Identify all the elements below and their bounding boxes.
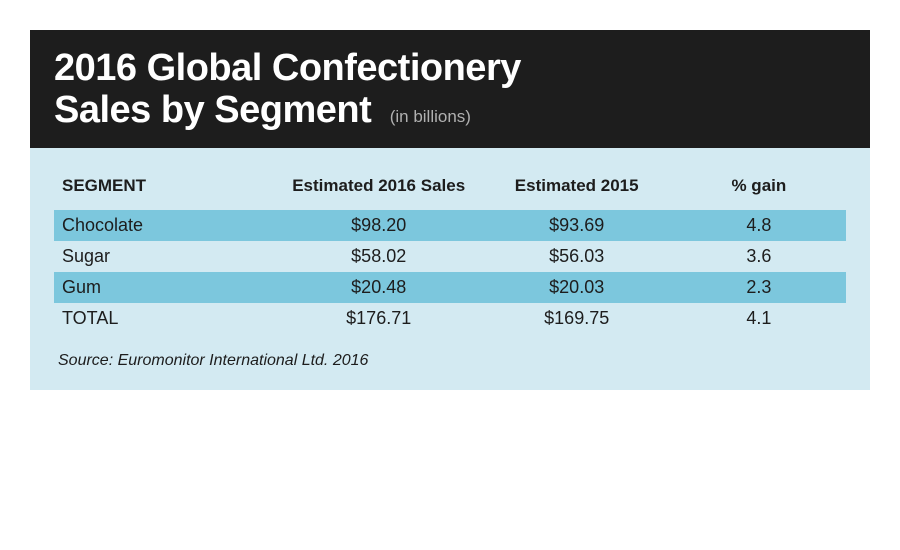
col-header-segment: SEGMENT [54, 170, 276, 210]
table-body: Chocolate $98.20 $93.69 4.8 Sugar $58.02… [54, 210, 846, 334]
col-header-2015: Estimated 2015 [482, 170, 672, 210]
col-header-2016: Estimated 2016 Sales [276, 170, 482, 210]
cell-segment: Gum [54, 272, 276, 303]
cell-gain: 4.1 [672, 303, 846, 334]
table-body-area: SEGMENT Estimated 2016 Sales Estimated 2… [30, 148, 870, 390]
cell-2015: $56.03 [482, 241, 672, 272]
cell-2016: $98.20 [276, 210, 482, 241]
cell-2016: $20.48 [276, 272, 482, 303]
header-bar: 2016 Global Confectionery Sales by Segme… [30, 30, 870, 148]
source-text: Source: Euromonitor International Ltd. 2… [54, 352, 846, 370]
cell-segment: Chocolate [54, 210, 276, 241]
cell-2016: $58.02 [276, 241, 482, 272]
cell-segment: TOTAL [54, 303, 276, 334]
cell-2015: $93.69 [482, 210, 672, 241]
cell-gain: 3.6 [672, 241, 846, 272]
cell-2016: $176.71 [276, 303, 482, 334]
table-head: SEGMENT Estimated 2016 Sales Estimated 2… [54, 170, 846, 210]
cell-segment: Sugar [54, 241, 276, 272]
col-header-gain: % gain [672, 170, 846, 210]
table-row: TOTAL $176.71 $169.75 4.1 [54, 303, 846, 334]
sales-table: SEGMENT Estimated 2016 Sales Estimated 2… [54, 170, 846, 334]
cell-2015: $169.75 [482, 303, 672, 334]
title-line-2: Sales by Segment [54, 89, 371, 131]
table-row: Chocolate $98.20 $93.69 4.8 [54, 210, 846, 241]
title-line-1: 2016 Global Confectionery [54, 48, 846, 90]
table-row: Gum $20.48 $20.03 2.3 [54, 272, 846, 303]
cell-gain: 2.3 [672, 272, 846, 303]
table-header-row: SEGMENT Estimated 2016 Sales Estimated 2… [54, 170, 846, 210]
subtitle: (in billions) [390, 107, 471, 126]
cell-2015: $20.03 [482, 272, 672, 303]
infographic-card: 2016 Global Confectionery Sales by Segme… [30, 30, 870, 390]
cell-gain: 4.8 [672, 210, 846, 241]
title-row-2: Sales by Segment (in billions) [54, 90, 846, 132]
table-row: Sugar $58.02 $56.03 3.6 [54, 241, 846, 272]
